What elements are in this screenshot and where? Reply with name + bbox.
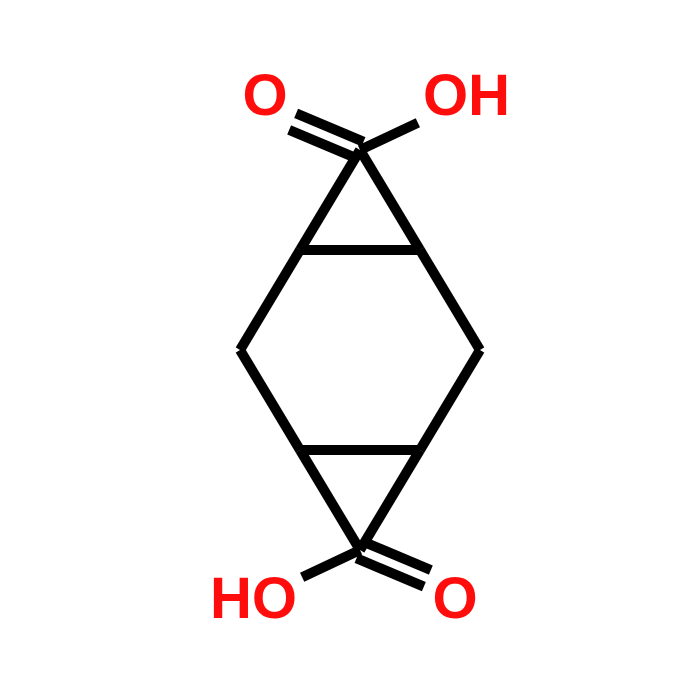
bond [360, 150, 420, 250]
bond [240, 350, 300, 450]
atom-label: O [242, 63, 287, 128]
atom-label: O [432, 566, 477, 631]
bond [302, 550, 360, 577]
bond [300, 150, 360, 250]
bond [360, 123, 418, 150]
bond [420, 350, 480, 450]
atom-label: OH [423, 63, 510, 128]
atom-label: HO [210, 566, 297, 631]
bond [300, 450, 360, 550]
bond [420, 250, 480, 350]
molecule-diagram: O OH O HO [0, 0, 700, 700]
bond [240, 250, 300, 350]
bond [360, 450, 420, 550]
